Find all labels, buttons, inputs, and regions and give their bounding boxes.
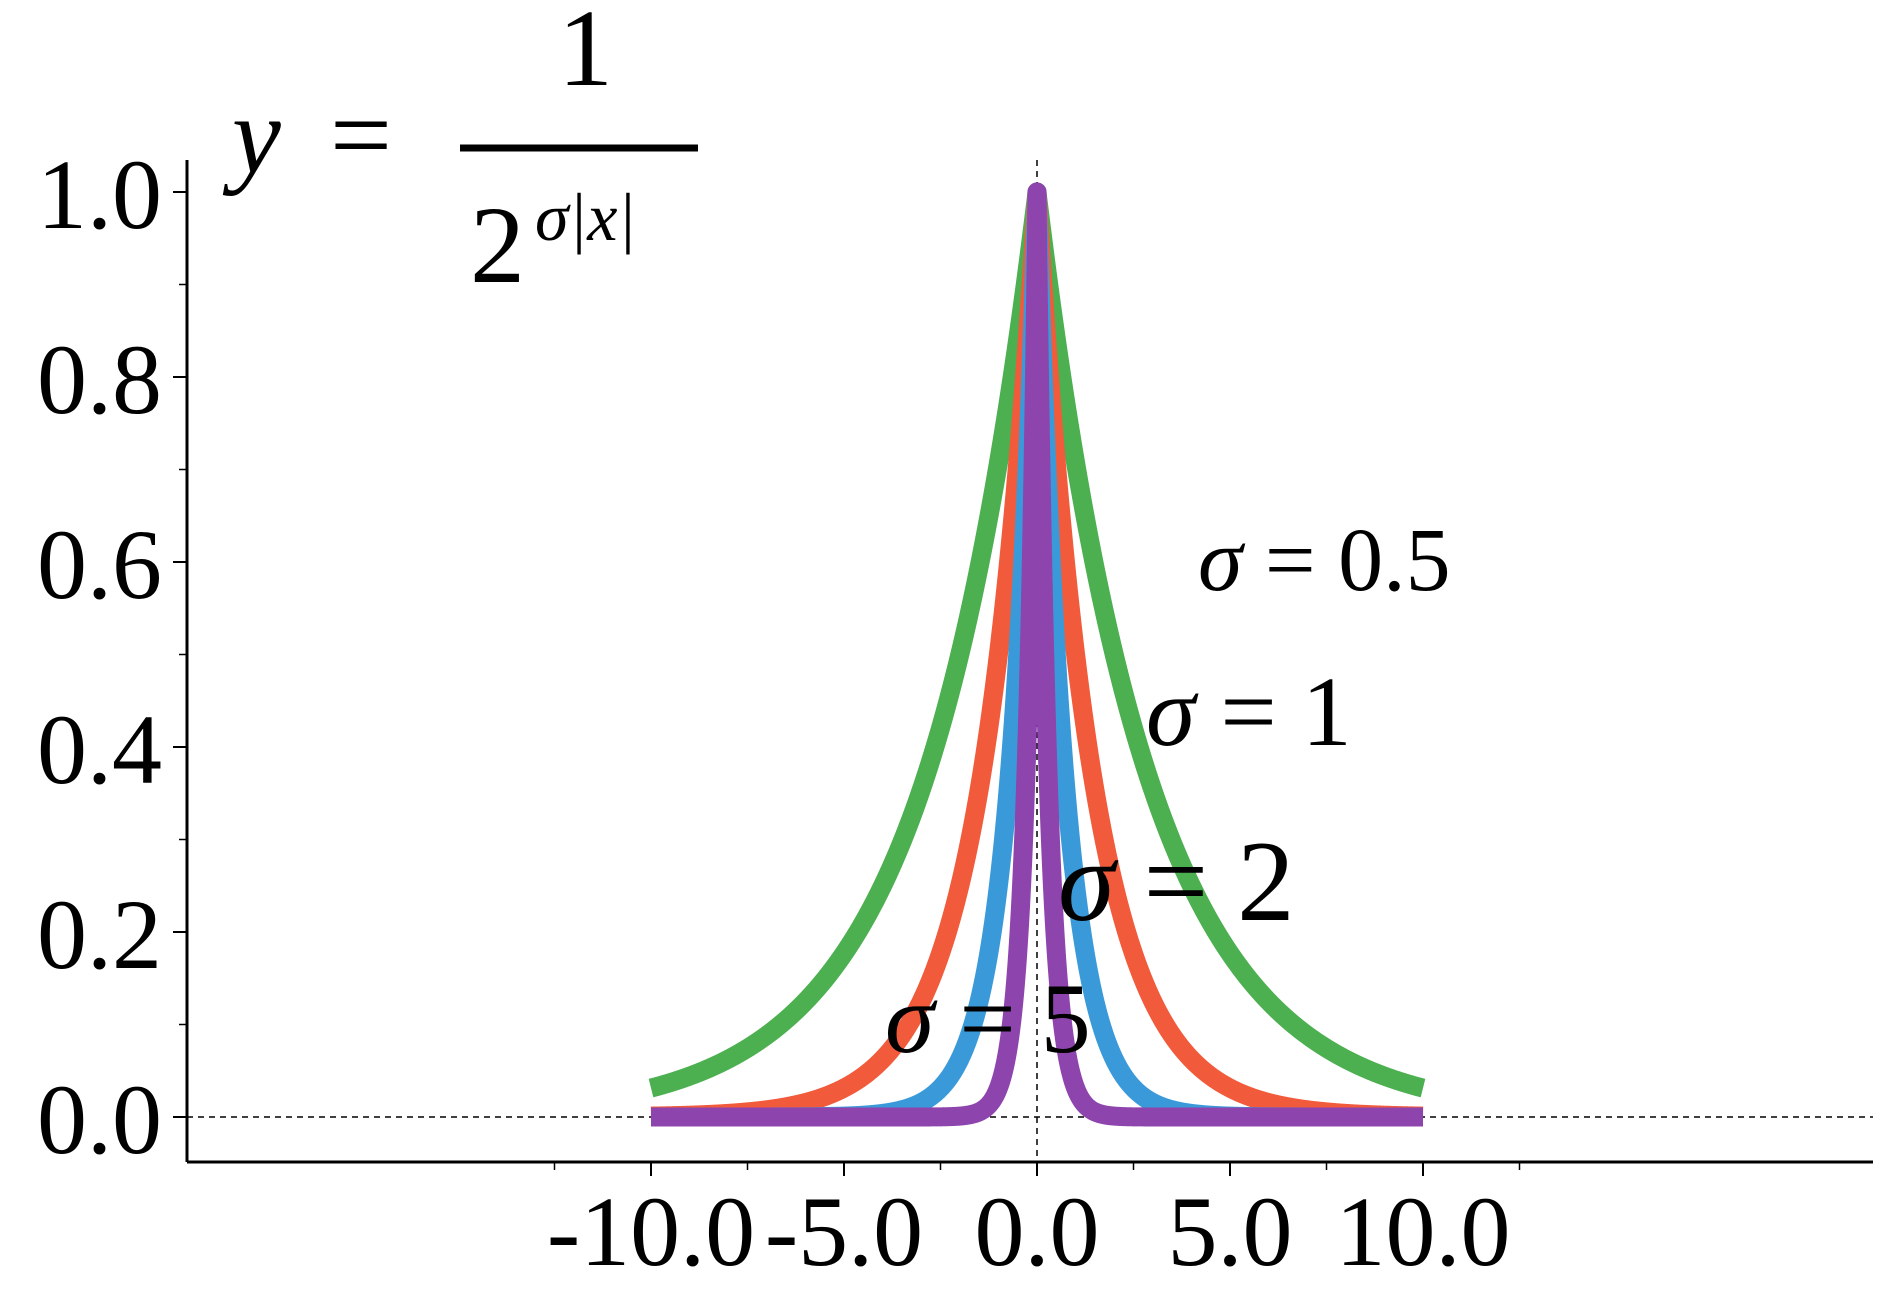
- formula-denominator-base: 2: [470, 184, 525, 306]
- y-tick-label: 0.0: [37, 1064, 162, 1175]
- formula: y = 1 2 σ|x|: [222, 0, 698, 306]
- series-label-sigma-1: σ = 1: [1146, 656, 1352, 767]
- x-tick-label: -10.0: [547, 1176, 755, 1287]
- y-ticks: 0.0 0.2 0.4 0.6 0.8 1.0: [37, 139, 187, 1175]
- x-tick-label: 10.0: [1336, 1176, 1511, 1287]
- axes: [185, 160, 1873, 1164]
- y-tick-label: 0.4: [37, 694, 162, 805]
- x-tick-label: 0.0: [975, 1176, 1100, 1287]
- y-tick-label: 0.6: [37, 509, 162, 620]
- series-labels: σ = 0.5 σ = 1 σ = 2 σ = 5: [885, 511, 1451, 1074]
- x-ticks: -10.0 -5.0 0.0 5.0 10.0: [547, 1162, 1521, 1287]
- x-tick-label: -5.0: [765, 1176, 923, 1287]
- series-label-sigma-0-5: σ = 0.5: [1198, 511, 1451, 610]
- y-tick-label: 0.8: [37, 324, 162, 435]
- series-lines: [641, 182, 1433, 1127]
- formula-lhs: y: [222, 74, 281, 196]
- formula-equals: =: [330, 74, 392, 196]
- x-tick-label: 5.0: [1168, 1176, 1293, 1287]
- y-tick-label: 0.2: [37, 879, 162, 990]
- series-label-sigma-2: σ = 2: [1058, 818, 1295, 945]
- y-tick-label: 1.0: [37, 139, 162, 250]
- formula-denominator-exponent: σ|x|: [535, 179, 636, 255]
- series-label-sigma-5: σ = 5: [885, 963, 1091, 1074]
- series-line-sigma-5: [641, 182, 1433, 1127]
- formula-numerator: 1: [558, 0, 613, 109]
